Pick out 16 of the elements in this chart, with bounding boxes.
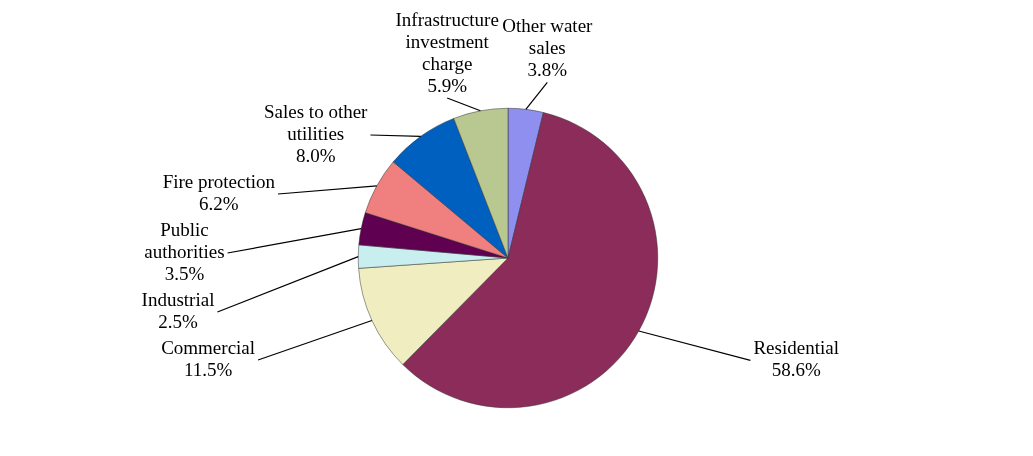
data-label: 3.5% (164, 262, 205, 284)
slice-label: Industrial (141, 288, 215, 310)
slice-label: Commercial (161, 336, 256, 358)
data-label: 2.5% (158, 310, 198, 332)
slice-label: Fire protection (162, 170, 276, 192)
data-label: 58.6% (771, 359, 821, 381)
data-label: 6.2% (199, 192, 239, 214)
slice-label: Infrastructure investment charge (395, 8, 499, 74)
data-label: 3.8% (527, 59, 568, 81)
slice-label: Other water sales (502, 15, 594, 59)
data-label: 11.5% (183, 358, 233, 380)
slice-label: Public authorities (144, 218, 225, 262)
data-label: 5.9% (427, 74, 468, 96)
data-label: 8.0% (295, 144, 336, 166)
slice-label: Sales to other utilities (263, 100, 369, 144)
slice-label: Residential (753, 337, 839, 359)
